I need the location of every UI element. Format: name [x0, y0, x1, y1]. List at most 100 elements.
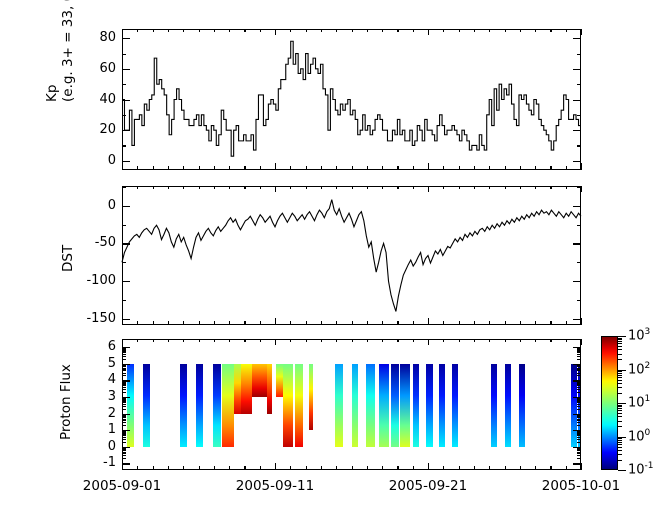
- axis-tick: [366, 466, 368, 470]
- colorbar-minor-tick: [618, 413, 622, 415]
- y-tick-label: -50: [94, 235, 116, 251]
- axis-tick: [577, 397, 581, 399]
- axis-tick: [122, 417, 126, 419]
- flux-column: [399, 363, 411, 447]
- axis-tick: [122, 425, 126, 427]
- axis-tick: [122, 281, 130, 283]
- axis-tick: [504, 466, 506, 470]
- flux-column: [222, 363, 235, 447]
- axis-tick: [535, 466, 537, 470]
- axis-tick: [412, 29, 414, 32]
- axis-tick: [577, 433, 581, 435]
- axis-tick: [428, 318, 430, 325]
- axis-tick: [137, 29, 139, 32]
- axis-tick: [183, 29, 185, 32]
- axis-tick: [259, 339, 261, 342]
- axis-tick: [573, 38, 581, 40]
- colorbar-minor-tick: [618, 439, 622, 441]
- colorbar-minor-tick: [618, 379, 622, 381]
- axis-tick: [259, 186, 261, 189]
- axis-tick: [244, 29, 246, 32]
- axis-tick: [320, 29, 323, 32]
- axis-tick: [458, 186, 460, 189]
- axis-tick: [412, 466, 414, 470]
- axis-tick: [122, 402, 126, 404]
- axis-tick: [122, 160, 130, 162]
- colorbar-tick-label: 10-1: [628, 461, 654, 478]
- axis-tick: [244, 166, 246, 170]
- axis-tick: [382, 186, 384, 189]
- axis-tick: [443, 466, 445, 470]
- axis-tick: [122, 415, 126, 417]
- axis-tick: [320, 186, 323, 189]
- axis-tick: [122, 458, 126, 460]
- axis-tick: [122, 398, 126, 400]
- axis-tick: [382, 339, 384, 342]
- axis-tick: [259, 466, 261, 470]
- axis-tick: [290, 339, 292, 342]
- axis-tick: [122, 380, 130, 382]
- axis-tick: [577, 300, 581, 302]
- axis-tick: [122, 450, 126, 452]
- axis-tick: [167, 339, 170, 342]
- axis-tick: [183, 339, 185, 342]
- axis-tick: [122, 372, 126, 374]
- axis-tick: [458, 321, 460, 325]
- axis-tick: [366, 339, 368, 342]
- axis-tick: [229, 29, 231, 32]
- axis-tick: [229, 321, 231, 325]
- axis-tick: [573, 99, 581, 101]
- axis-tick: [137, 186, 139, 189]
- axis-tick: [577, 385, 581, 387]
- axis-tick: [581, 29, 583, 35]
- y-tick-label: 1: [107, 422, 116, 438]
- axis-tick: [565, 186, 567, 189]
- axis-tick: [183, 166, 185, 170]
- colorbar-minor-tick: [618, 449, 622, 451]
- colorbar-minor-tick: [618, 349, 622, 351]
- axis-tick: [229, 339, 231, 342]
- axis-tick: [573, 347, 581, 349]
- axis-tick: [397, 166, 399, 170]
- axis-tick: [577, 418, 581, 420]
- axis-tick: [122, 405, 126, 407]
- kp-data-line: [122, 40, 581, 157]
- flux-column: [577, 363, 580, 447]
- axis-tick: [519, 466, 521, 470]
- axis-tick: [577, 368, 581, 370]
- axis-tick: [305, 166, 307, 170]
- axis-tick: [152, 339, 154, 342]
- colorbar-minor-tick: [618, 341, 622, 343]
- flux-column: [571, 363, 578, 447]
- axis-tick: [428, 29, 430, 35]
- axis-tick: [577, 381, 581, 383]
- axis-tick: [577, 416, 581, 418]
- axis-tick: [122, 84, 126, 86]
- axis-tick: [366, 29, 368, 32]
- axis-tick: [573, 430, 581, 432]
- axis-tick: [382, 321, 384, 325]
- axis-tick: [577, 430, 581, 432]
- axis-tick: [577, 389, 581, 391]
- axis-tick: [577, 458, 581, 460]
- flux-column: [505, 363, 512, 447]
- y-tick-label: 80: [99, 30, 116, 46]
- dst-data-line: [121, 199, 582, 312]
- flux-column: [196, 363, 204, 447]
- axis-tick: [122, 350, 126, 352]
- axis-tick: [565, 29, 567, 32]
- colorbar-minor-tick: [618, 408, 622, 410]
- colorbar-minor-tick: [618, 372, 622, 374]
- colorbar-minor-tick: [618, 438, 622, 440]
- axis-tick: [366, 321, 368, 325]
- axis-tick: [122, 368, 126, 370]
- axis-tick: [122, 435, 126, 437]
- axis-tick: [122, 420, 126, 422]
- axis-tick: [122, 414, 126, 416]
- colorbar-minor-tick: [618, 339, 622, 341]
- axis-tick: [122, 416, 126, 418]
- axis-tick: [122, 438, 126, 440]
- axis-tick: [122, 364, 126, 366]
- axis-tick: [443, 166, 445, 170]
